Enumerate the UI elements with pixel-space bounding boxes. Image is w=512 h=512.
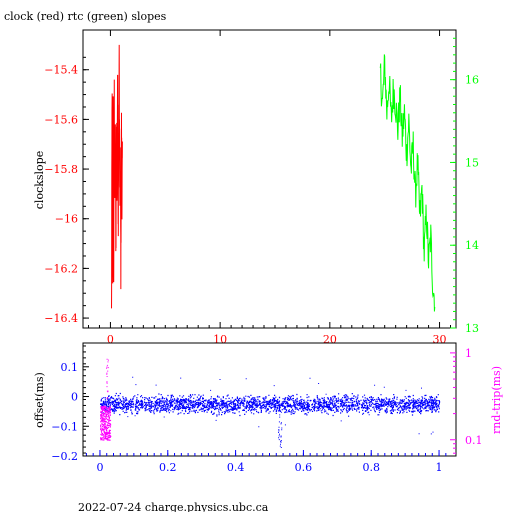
top-series [111,44,436,312]
bottom-series [100,358,441,448]
bottom-ytick-label: 0.1 [61,361,79,374]
top-ytick-label: −15.8 [44,163,78,176]
bottom-ylabel: offset(ms) [33,372,46,428]
top-xtick-label: 20 [323,333,337,346]
top-ytick-label: −16.2 [44,262,78,275]
bottom-ytick-label: −0.2 [51,450,78,463]
top-ylabel: clockslope [33,151,46,209]
bottom-ytick-label: −0.1 [51,420,78,433]
bottom-right-ytick-label: 1 [465,347,472,360]
top-panel: 0 10 20 30 −16.4 −16.2 −16 −15.8 −15.6 −15.4 13 14 1… [33,29,479,346]
top-ytick-label: −16 [55,213,78,226]
top-xtick-label: 0 [107,333,114,346]
top-ytick-label: −15.6 [44,113,78,126]
top-plot-frame [82,29,457,329]
bottom-right-ylabel: rnd-trip(ms) [490,366,503,434]
bottom-xtick-label: 0.4 [227,461,245,474]
bottom-xtick-label: 0.6 [295,461,313,474]
top-right-ytick-label: 13 [465,322,479,335]
bottom-ticks: 0 0.2 0.4 0.6 0.8 1 −0.2 −0.1 0 0.1 0.1 1 [51,345,483,474]
top-xtick-label: 10 [213,333,227,346]
clock-series-line [111,44,123,309]
top-right-ytick-label: 14 [465,239,479,252]
bottom-ytick-label: 0 [71,391,78,404]
top-ytick-label: −16.4 [44,312,78,325]
rtc-series-line [379,54,436,312]
top-xtick-label: 30 [433,333,447,346]
top-ticks: 0 10 20 30 −16.4 −16.2 −16 −15.8 −15.6 −15.4 13 14 1… [44,30,479,346]
rndtrip-scatter-points [100,358,112,441]
offset-scatter-points [100,376,441,448]
top-ytick-label: −15.4 [44,64,78,77]
top-right-ytick-label: 15 [465,156,479,169]
bottom-xtick-label: 0.2 [159,461,177,474]
bottom-panel: 0 0.2 0.4 0.6 0.8 1 −0.2 −0.1 0 0.1 0.1 1 offset(ms… [33,342,503,474]
footer-text: 2022-07-24 charge.physics.ubc.ca [78,501,269,512]
bottom-xtick-label: 0 [96,461,103,474]
bottom-xtick-label: 0.8 [362,461,380,474]
chart-title: clock (red) rtc (green) slopes [4,10,167,23]
bottom-xtick-label: 1 [436,461,443,474]
top-right-ytick-label: 16 [465,74,479,87]
bottom-right-ytick-label: 0.1 [465,434,483,447]
